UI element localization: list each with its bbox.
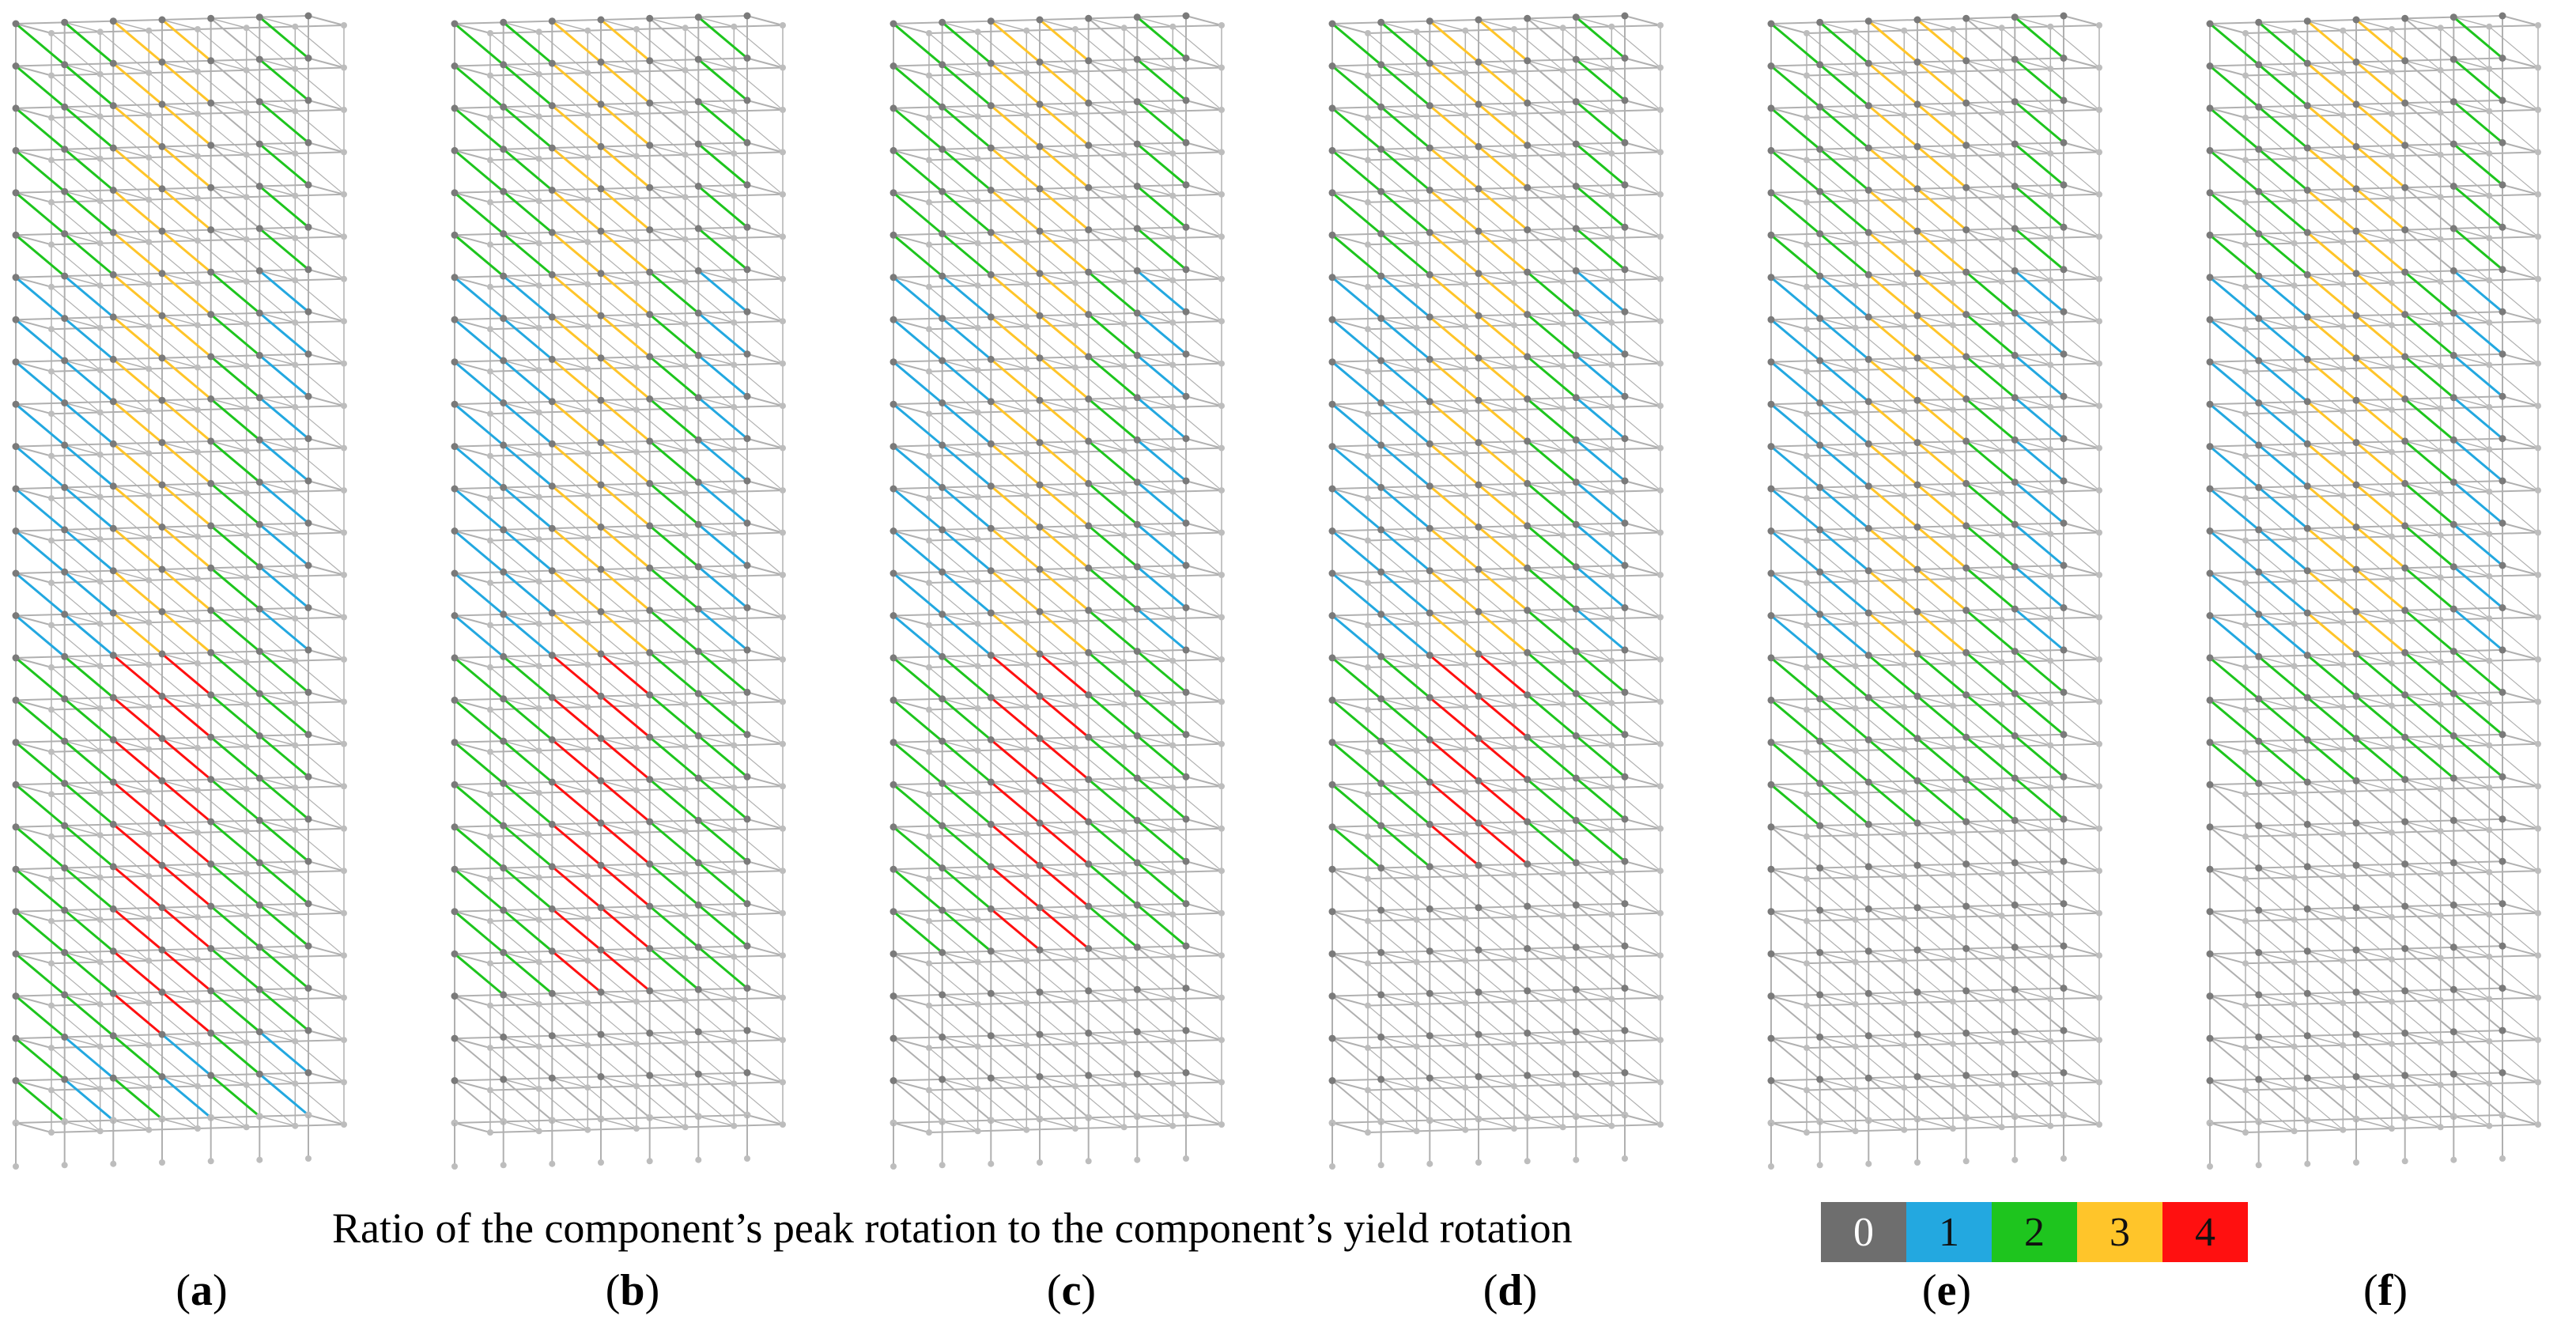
legend-caption: Ratio of the component’s peak rotation t…: [332, 1204, 1573, 1252]
legend-swatch-2: 2: [1992, 1202, 2077, 1262]
tower-panel-c: [890, 12, 1225, 1170]
panel-label-a: (a): [176, 1266, 228, 1315]
tower-panel-d: [1328, 12, 1664, 1170]
panel-label-b: (b): [605, 1266, 660, 1315]
color-legend: 0 1 2 3 4: [1821, 1202, 2248, 1262]
tower-panel-f: [2206, 12, 2541, 1170]
legend-swatch-4: 4: [2162, 1202, 2248, 1262]
panel-label-c: (c): [1046, 1266, 1097, 1315]
legend-swatch-0: 0: [1821, 1202, 1906, 1262]
panel-label-f: (f): [2363, 1266, 2408, 1315]
legend-swatch-3: 3: [2077, 1202, 2162, 1262]
tower-panel-e: [1767, 12, 2102, 1170]
legend-swatch-1: 1: [1906, 1202, 1992, 1262]
panel-label-d: (d): [1483, 1266, 1538, 1315]
tower-panel-b: [451, 12, 786, 1170]
panel-label-e: (e): [1921, 1266, 1972, 1315]
tower-panel-a: [12, 12, 347, 1170]
